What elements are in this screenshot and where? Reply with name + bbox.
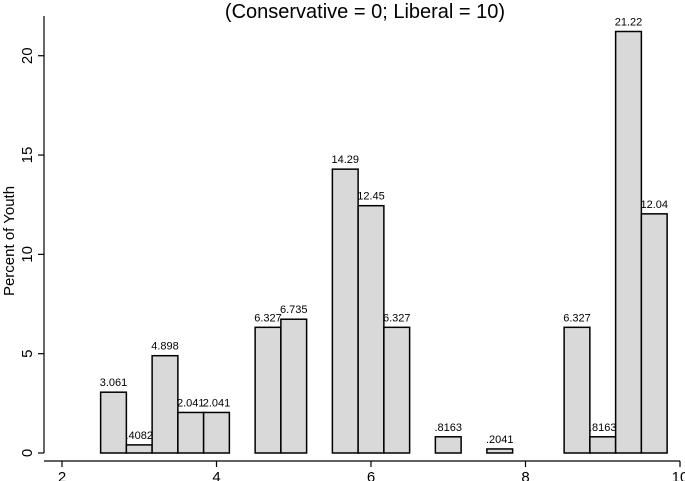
y-tick-label: 10 (19, 246, 36, 263)
bar (589, 436, 617, 454)
bar (280, 318, 308, 454)
bar-value-label: 6.327 (563, 312, 591, 324)
bar-value-label: 6.327 (254, 312, 282, 324)
bar-value-label: 2.041 (177, 397, 205, 409)
x-tick-label: 8 (521, 469, 529, 481)
bar (177, 411, 205, 454)
y-tick-label: 20 (19, 47, 36, 64)
bar (125, 444, 153, 454)
chart-title: (Conservative = 0; Liberal = 10) (225, 1, 505, 23)
bar (151, 354, 179, 454)
bar (331, 168, 359, 454)
bar-value-label: 14.29 (331, 154, 359, 166)
bar-value-label: 4.898 (151, 341, 179, 353)
bar (99, 391, 128, 454)
bar (640, 213, 668, 454)
x-tick-label: 4 (212, 469, 220, 481)
y-tick-label: 5 (19, 350, 36, 358)
bar-value-label: .8163 (434, 422, 462, 434)
bar (357, 204, 385, 454)
y-axis-label: Percent of Youth (1, 186, 18, 296)
bar-value-label: 12.45 (357, 191, 385, 203)
bar (254, 326, 282, 454)
bar-value-label: 12.04 (640, 199, 668, 211)
bar-value-label: .4082 (125, 430, 153, 442)
x-tick-label: 2 (58, 469, 66, 481)
bar-value-label: 6.327 (383, 312, 411, 324)
y-tick-label: 0 (19, 449, 36, 457)
bar-value-label: 6.735 (280, 304, 308, 316)
bar (202, 411, 231, 454)
bar (383, 326, 411, 454)
bar-value-label: .8163 (589, 422, 617, 434)
bar (486, 448, 514, 454)
bar-value-label: .2041 (486, 434, 514, 446)
bar (434, 436, 462, 454)
x-tick-label: 10 (672, 469, 685, 481)
bar-value-label: 2.041 (203, 397, 231, 409)
bar-value-label: 3.061 (100, 377, 128, 389)
bar (563, 326, 591, 454)
x-tick-label: 6 (367, 469, 375, 481)
y-tick-label: 15 (19, 147, 36, 164)
bar (614, 30, 643, 454)
bar-value-label: 21.22 (615, 16, 643, 28)
